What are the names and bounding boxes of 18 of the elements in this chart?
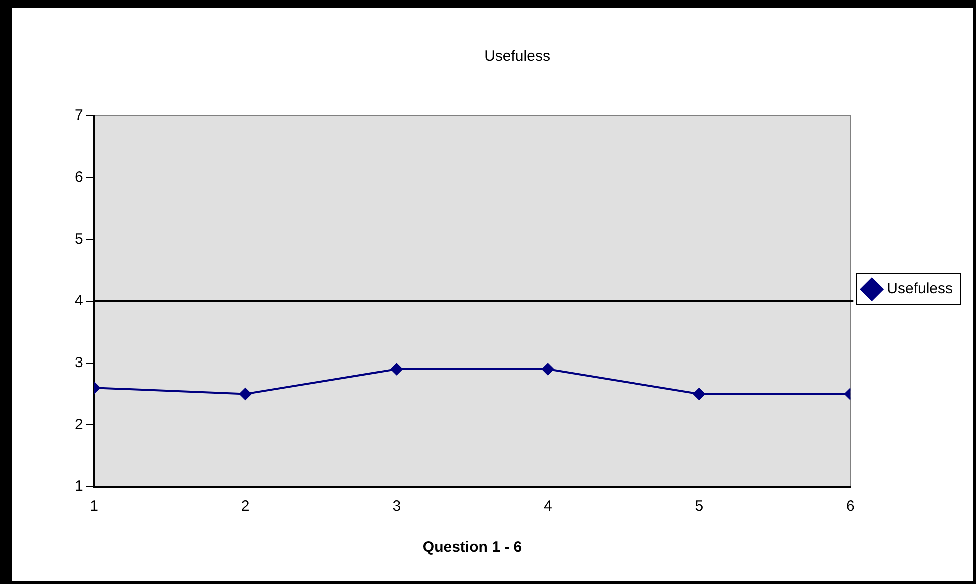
x-tick-label: 3: [392, 498, 402, 516]
point: [542, 364, 554, 376]
legend-label: Usefuless: [887, 280, 953, 298]
x-tick-label: 2: [241, 498, 250, 516]
x-tick-label: 4: [544, 498, 552, 516]
y-tick-label: 3: [75, 354, 84, 372]
y-tick-label: 4: [75, 292, 84, 310]
x-axis-title: Question 1 - 6: [422, 539, 522, 556]
point: [390, 364, 403, 376]
y-tick-label: 7: [75, 107, 84, 124]
x-tick-label: 1: [90, 498, 99, 516]
y-tick-label: 1: [75, 478, 84, 496]
y-tick-label: 2: [75, 416, 84, 434]
x-tick-label: 6: [846, 498, 855, 516]
chart-title: Usefuless: [484, 48, 550, 66]
y-tick-label: 5: [75, 230, 84, 248]
x-tick-label: 5: [695, 498, 704, 516]
y-tick-label: 6: [75, 168, 84, 186]
